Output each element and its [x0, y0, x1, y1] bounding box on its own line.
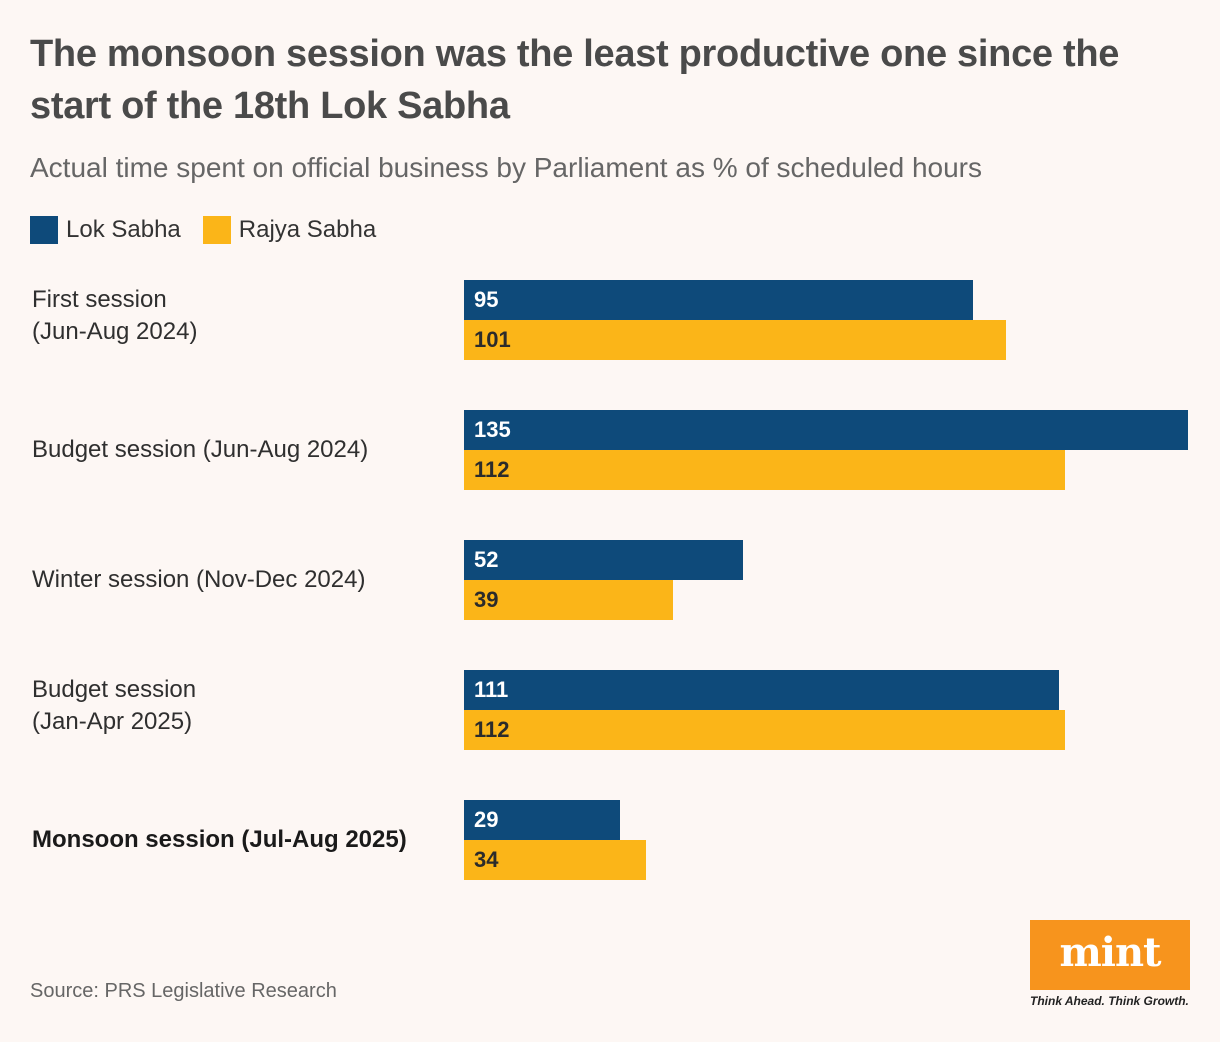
chart-subtitle: Actual time spent on official business b…	[30, 152, 982, 183]
value-label-lok-sabha: 29	[474, 807, 499, 832]
category-label-line1: Budget session	[32, 676, 197, 703]
category-label: Budget session (Jun-Aug 2024)	[32, 436, 369, 463]
value-label-lok-sabha: 111	[474, 677, 509, 702]
legend-label-lok-sabha: Lok Sabha	[66, 216, 181, 243]
legend-swatch-rajya-sabha	[202, 216, 231, 244]
value-label-lok-sabha: 135	[474, 417, 511, 442]
category-label-line2: (Jun-Aug 2024)	[32, 318, 198, 345]
category-label: First session (Jun-Aug 2024)	[32, 284, 452, 348]
bar-lok-sabha	[464, 800, 620, 840]
value-label-lok-sabha: 95	[474, 287, 499, 312]
bar-rajya-sabha	[464, 840, 647, 880]
category-label: Monsoon session (Jul-Aug 2025)	[32, 826, 407, 853]
chart-title: The monsoon session was the least produc…	[30, 33, 1120, 127]
value-label-rajya-sabha: 39	[474, 587, 499, 612]
category-label-line2: (Jan-Apr 2025)	[32, 708, 193, 735]
logo-wordmark: mint	[1030, 920, 1190, 990]
bar-rajya-sabha	[464, 320, 1006, 360]
bar-rajya-sabha	[464, 580, 674, 620]
bar-rajya-sabha	[464, 710, 1065, 750]
category-label: Budget session (Jan-Apr 2025)	[32, 674, 452, 738]
legend: Lok Sabha Rajya Sabha	[30, 216, 398, 244]
legend-swatch-lok-sabha	[30, 216, 58, 244]
value-label-rajya-sabha: 34	[474, 847, 499, 872]
bar-lok-sabha	[464, 670, 1060, 710]
bar-lok-sabha	[464, 410, 1188, 450]
mint-logo: mint Think Ahead. Think Growth.	[1030, 920, 1190, 1012]
value-label-rajya-sabha: 112	[474, 457, 510, 482]
legend-label-rajya-sabha: Rajya Sabha	[238, 216, 377, 243]
value-label-lok-sabha: 52	[474, 547, 499, 572]
category-label: Winter session (Nov-Dec 2024)	[32, 566, 366, 593]
bar-lok-sabha	[464, 540, 743, 580]
legend-item-rajya-sabha: Rajya Sabha	[202, 216, 377, 244]
bar-lok-sabha	[464, 280, 974, 320]
legend-item-lok-sabha: Lok Sabha	[30, 216, 181, 244]
bar-rajya-sabha	[464, 450, 1065, 490]
source-note: Source: PRS Legislative Research	[30, 980, 337, 1002]
value-label-rajya-sabha: 101	[474, 327, 511, 352]
logo-tagline: Think Ahead. Think Growth.	[1030, 994, 1189, 1008]
category-label-line1: First session	[32, 286, 167, 313]
value-label-rajya-sabha: 112	[474, 717, 510, 742]
